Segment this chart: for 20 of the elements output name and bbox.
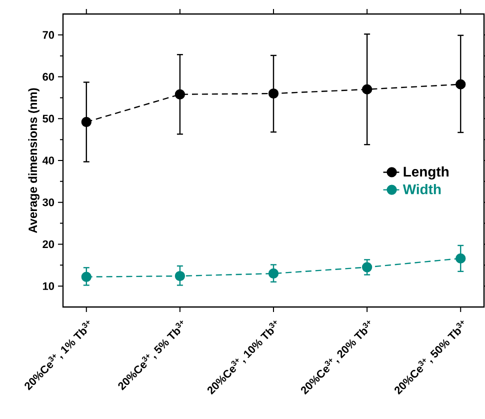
y-tick-label: 30 bbox=[42, 198, 54, 206]
point bbox=[456, 253, 466, 264]
legend-label: Width bbox=[402, 184, 441, 194]
y-tick-label: 20 bbox=[42, 240, 54, 248]
point bbox=[362, 84, 372, 94]
point bbox=[362, 262, 372, 272]
point bbox=[456, 79, 466, 90]
point bbox=[174, 89, 186, 100]
y-tick-label: 10 bbox=[42, 282, 54, 290]
y-axis-title: Average dimensions (nm) bbox=[28, 88, 40, 234]
point bbox=[268, 88, 279, 99]
point bbox=[81, 272, 92, 282]
point bbox=[268, 268, 279, 279]
y-tick-label: 60 bbox=[42, 72, 54, 81]
y-tick-label: 70 bbox=[42, 31, 54, 39]
point bbox=[174, 270, 186, 282]
point bbox=[81, 116, 92, 128]
y-tick-label: 40 bbox=[42, 156, 54, 164]
legend-label: Length bbox=[404, 166, 448, 180]
y-tick-label: 50 bbox=[42, 114, 54, 123]
